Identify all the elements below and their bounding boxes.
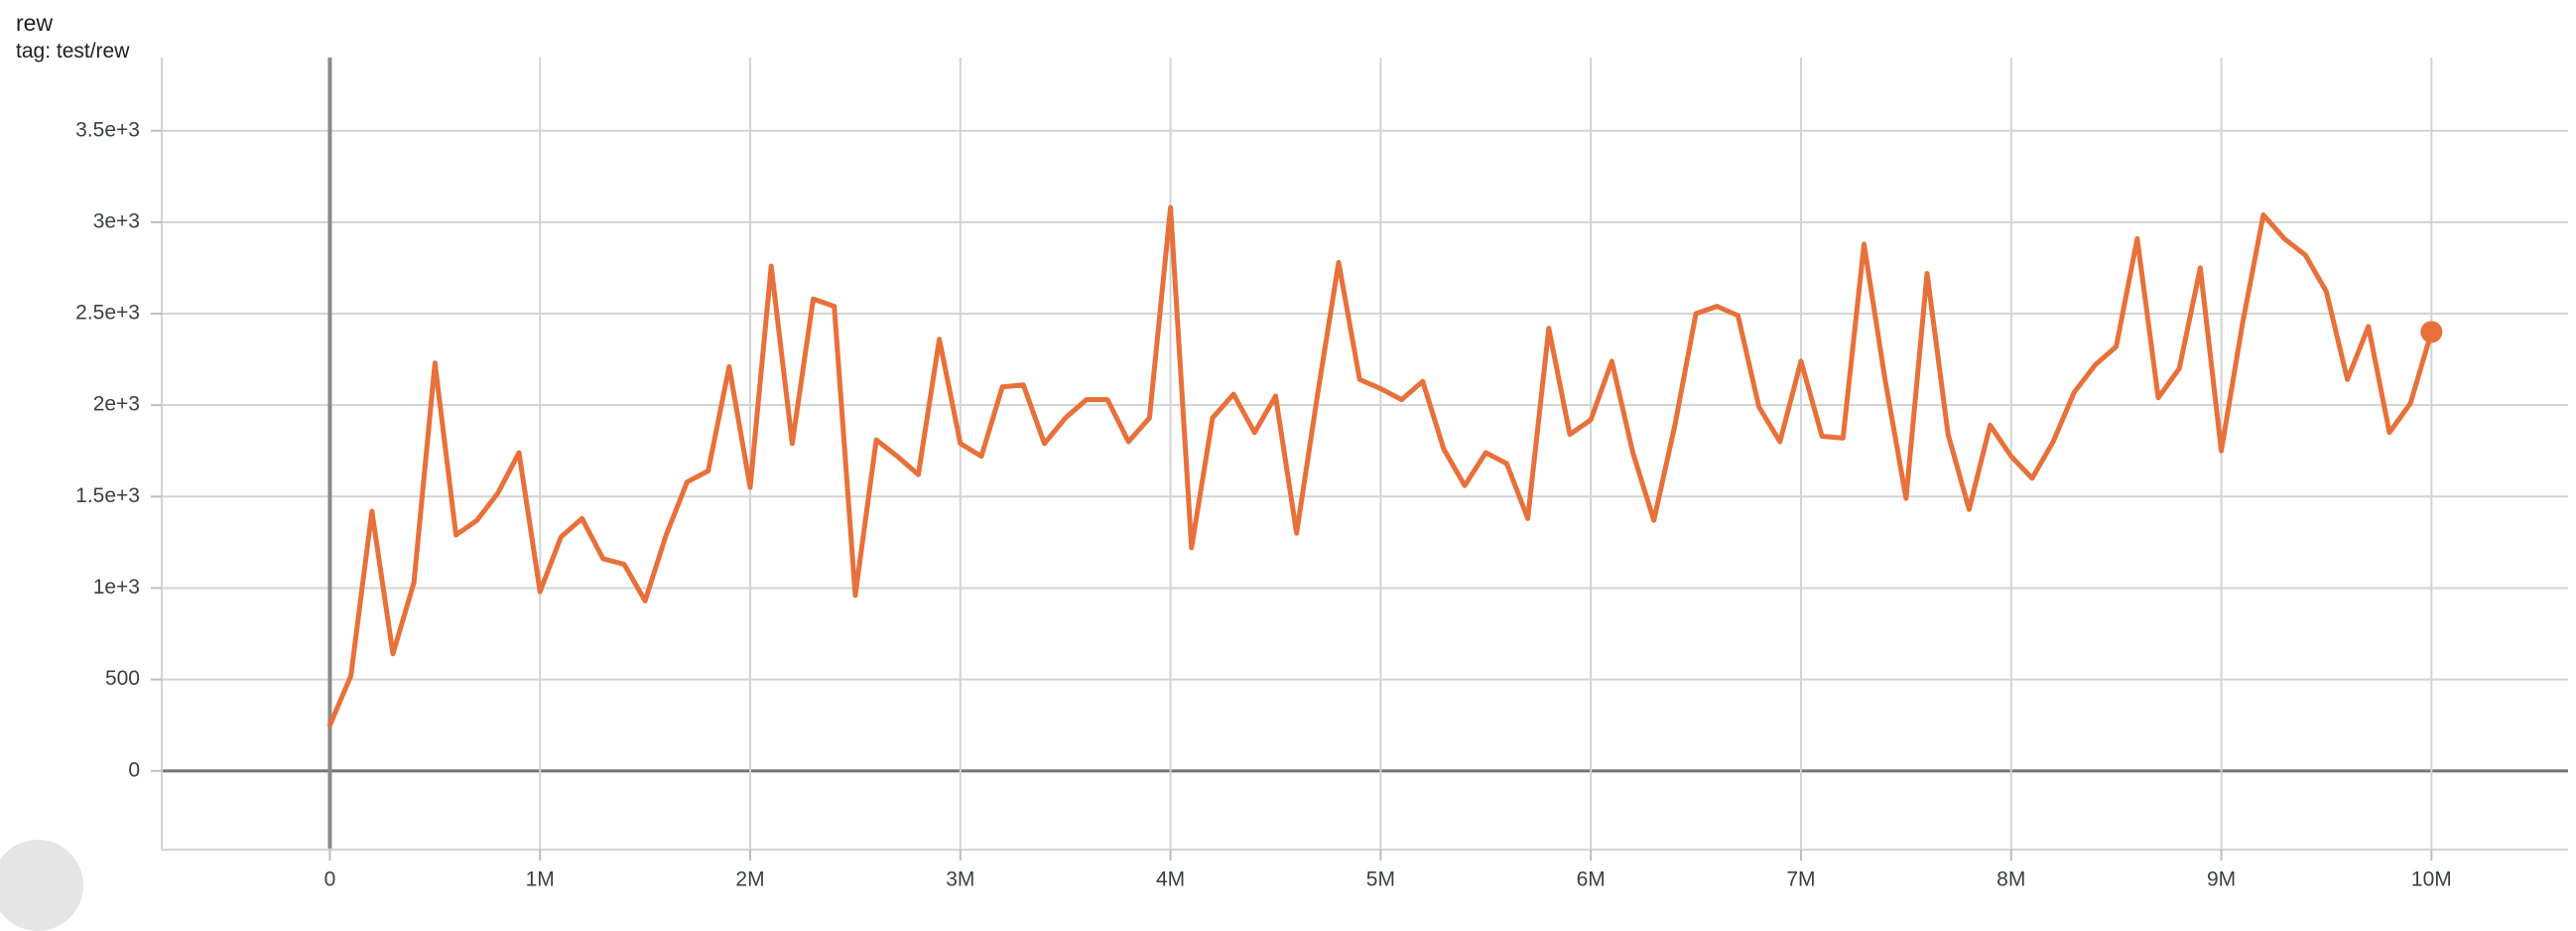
y-tick-label: 0: [128, 758, 140, 781]
y-tick-label: 3e+3: [93, 209, 140, 232]
x-tick-label: 5M: [1366, 867, 1395, 890]
chart-tag-label: tag: test/rew: [16, 40, 130, 63]
x-tick-label: 1M: [526, 867, 555, 890]
y-tick-label: 3.5e+3: [75, 118, 140, 141]
y-tick-label: 2e+3: [93, 393, 140, 416]
x-tick-label: 6M: [1577, 867, 1606, 890]
x-tick-label: 10M: [2411, 867, 2452, 890]
x-tick-label: 8M: [1996, 867, 2025, 890]
series-line-test-rew[interactable]: [326, 204, 2434, 729]
y-tick-label: 2.5e+3: [75, 302, 140, 325]
y-tickmarks: [151, 129, 162, 772]
data-series-group: [326, 204, 2443, 729]
y-tick-label: 1.5e+3: [75, 484, 140, 507]
x-tick-label: 9M: [2207, 867, 2236, 890]
page-title: rew: [16, 10, 54, 36]
x-axis-tick-labels: 0 1M 2M 3M 4M 5M 6M 7M 8M 9M 10M: [324, 867, 2452, 890]
x-tick-label: 2M: [735, 867, 764, 890]
watermark-blob: [0, 840, 83, 931]
chart-header: rew tag: test/rew: [16, 8, 129, 65]
y-axis-tick-labels: 0 500 1e+3 1.5e+3 2e+3 2.5e+3 3e+3 3.5e+3: [75, 118, 140, 781]
x-tickmarks: [328, 850, 2433, 861]
x-tick-label: 7M: [1786, 867, 1815, 890]
y-tick-label: 1e+3: [93, 576, 140, 598]
x-tick-label: 4M: [1156, 867, 1185, 890]
y-gridlines: [162, 129, 2568, 773]
x-tick-label: 0: [324, 867, 336, 890]
axis-lines: [161, 58, 2568, 851]
x-gridlines: [327, 58, 2433, 850]
line-chart-plot[interactable]: 0 500 1e+3 1.5e+3 2e+3 2.5e+3 3e+3 3.5e+3 0 1M 2M…: [0, 0, 2576, 897]
y-tick-label: 500: [105, 667, 140, 690]
x-tick-label: 3M: [946, 867, 974, 890]
series-endpoint-marker[interactable]: [2420, 321, 2443, 343]
